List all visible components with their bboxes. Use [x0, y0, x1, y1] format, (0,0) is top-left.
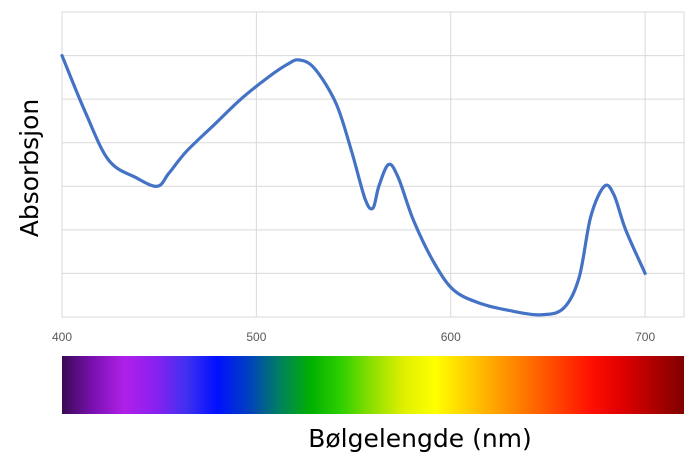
color-spectrum-bar: [62, 356, 684, 414]
absorption-curve: [60, 53, 647, 317]
x-tick-label: 700: [635, 330, 655, 344]
x-tick-label: 500: [246, 330, 266, 344]
gridlines: [61, 12, 684, 317]
x-axis-ticks: 400 500 600 700: [52, 330, 655, 344]
x-axis-title: Bølgelengde (nm): [308, 424, 532, 453]
x-tick-label: 600: [441, 330, 461, 344]
y-axis-title: Absorbsjon: [15, 99, 44, 238]
x-tick-label: 400: [52, 330, 72, 344]
plot-area: [61, 11, 685, 318]
